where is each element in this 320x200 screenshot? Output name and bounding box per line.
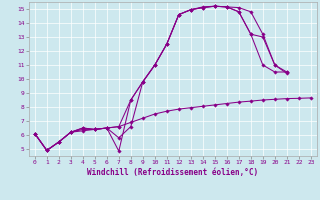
X-axis label: Windchill (Refroidissement éolien,°C): Windchill (Refroidissement éolien,°C) (87, 168, 258, 177)
